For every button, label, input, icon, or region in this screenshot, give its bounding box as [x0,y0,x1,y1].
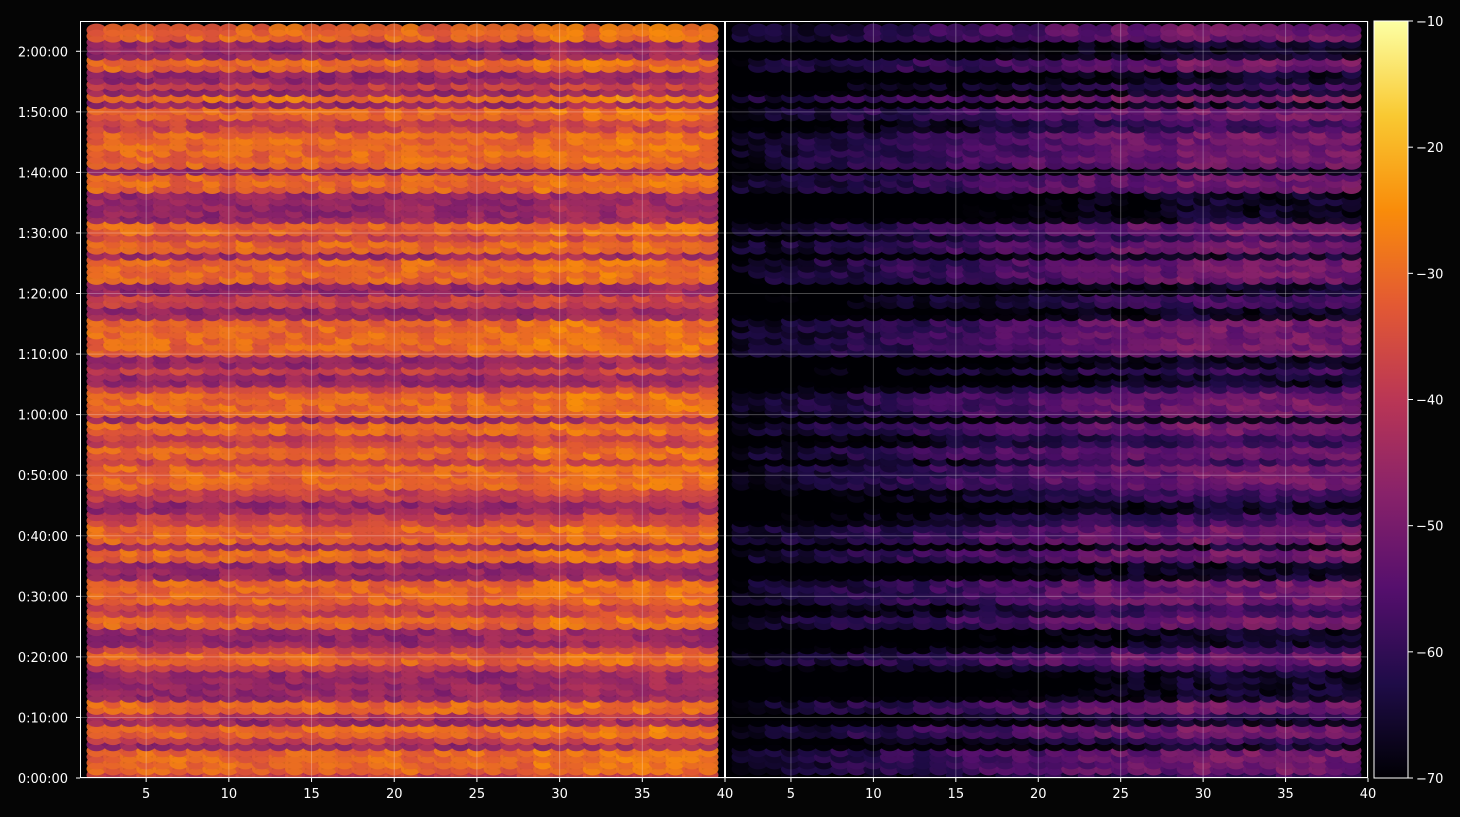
spectrogram-panel-right [725,21,1369,779]
heat-cell [698,23,719,37]
spectrogram-panel-left [80,21,726,779]
